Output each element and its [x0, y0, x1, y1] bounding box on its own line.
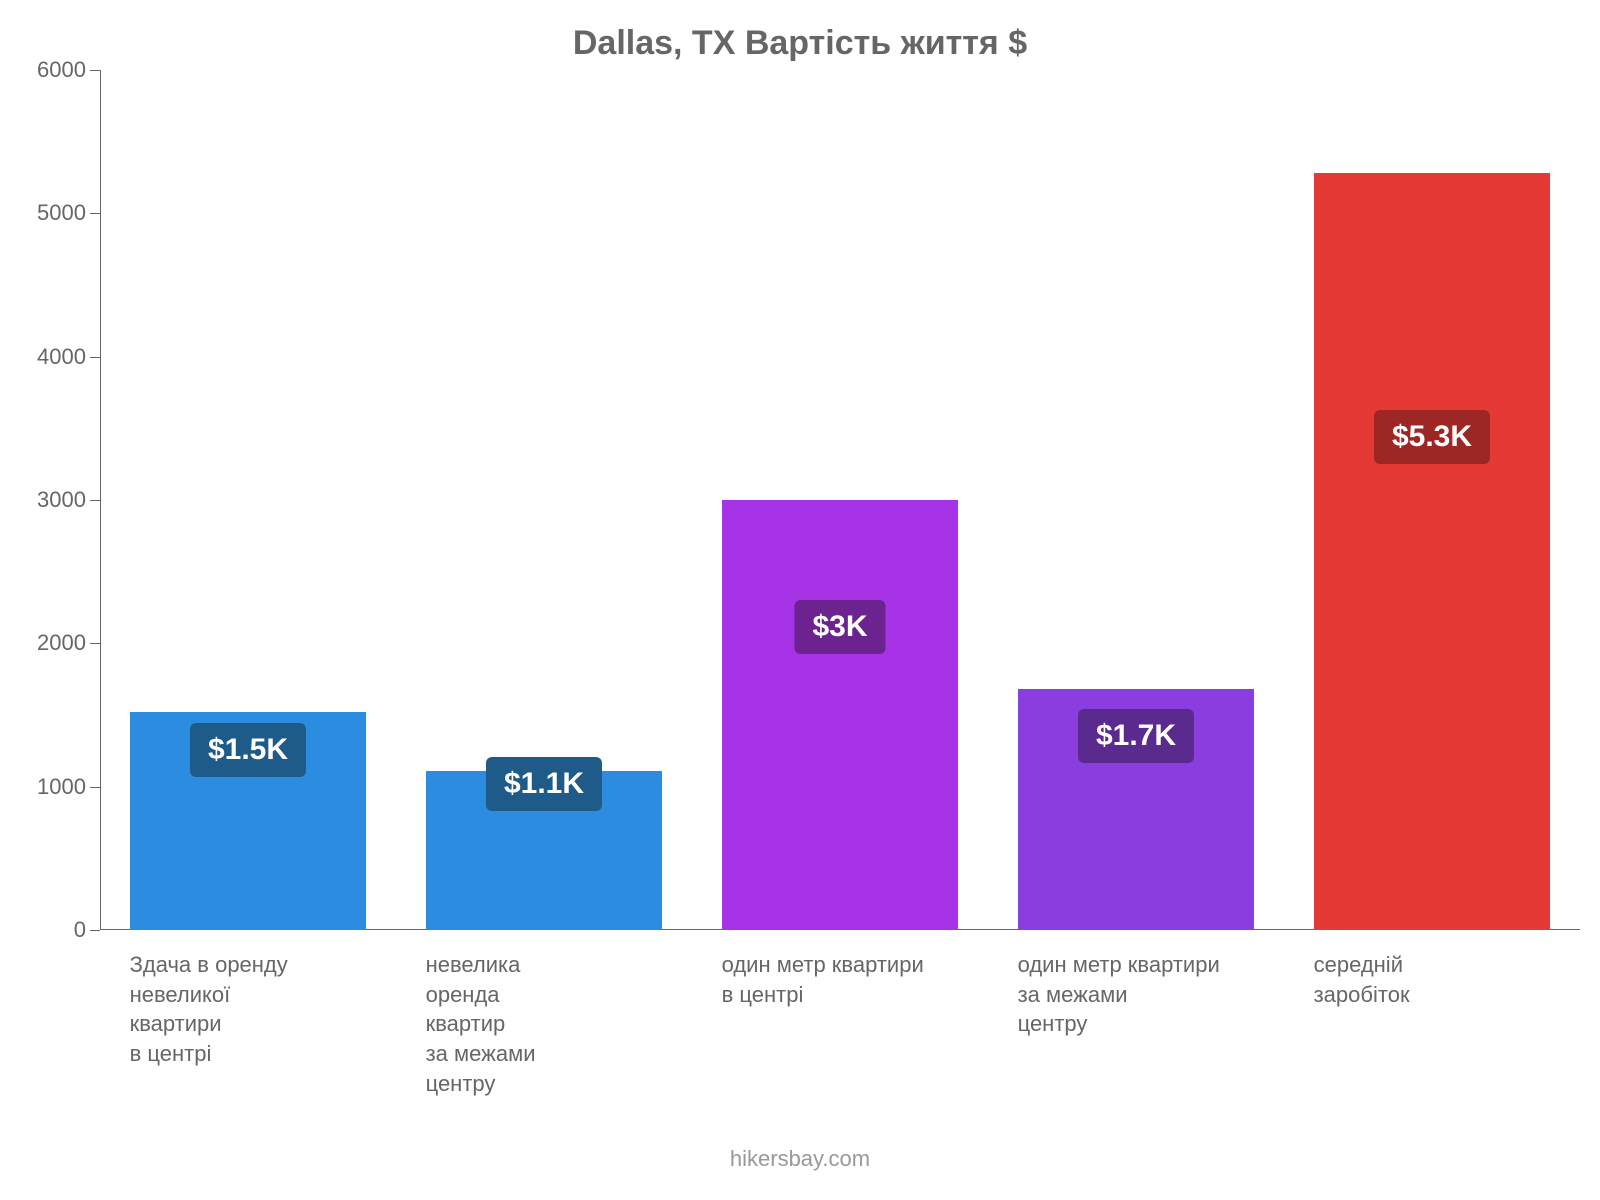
bar-value-label: $5.3K [1374, 410, 1490, 464]
y-tick-label: 4000 [37, 344, 86, 370]
y-tick [90, 500, 100, 501]
chart-title: Dallas, TX Вартість життя $ [0, 24, 1600, 63]
bar-value-label: $1.7K [1078, 709, 1194, 763]
x-category-label: Здача в оренду невеликої квартири в цент… [130, 950, 288, 1069]
bar-value-label: $1.1K [486, 757, 602, 811]
bar-value-label: $3K [794, 600, 885, 654]
chart-footer: hikersbay.com [0, 1146, 1600, 1172]
y-tick [90, 643, 100, 644]
y-tick [90, 930, 100, 931]
y-tick [90, 70, 100, 71]
y-tick [90, 787, 100, 788]
bar: $1.5K [130, 712, 367, 930]
y-tick-label: 1000 [37, 774, 86, 800]
x-category-label: один метр квартири за межами центру [1018, 950, 1220, 1039]
y-tick-label: 0 [74, 917, 86, 943]
x-category-label: середній заробіток [1314, 950, 1410, 1009]
y-tick-label: 6000 [37, 57, 86, 83]
y-tick-label: 2000 [37, 630, 86, 656]
x-category-label: невелика оренда квартир за межами центру [426, 950, 536, 1098]
x-category-label: один метр квартири в центрі [722, 950, 924, 1009]
bar: $1.7K [1018, 689, 1255, 930]
bar: $1.1K [426, 771, 663, 930]
bar: $3K [722, 500, 959, 930]
plot-area: 0100020003000400050006000$1.5KЗдача в ор… [100, 70, 1580, 930]
y-tick-label: 5000 [37, 200, 86, 226]
bar: $5.3K [1314, 173, 1551, 930]
y-axis-line [100, 70, 101, 930]
bar-value-label: $1.5K [190, 723, 306, 777]
y-tick-label: 3000 [37, 487, 86, 513]
y-tick [90, 357, 100, 358]
y-tick [90, 213, 100, 214]
chart-container: Dallas, TX Вартість життя $ 010002000300… [0, 0, 1600, 1200]
